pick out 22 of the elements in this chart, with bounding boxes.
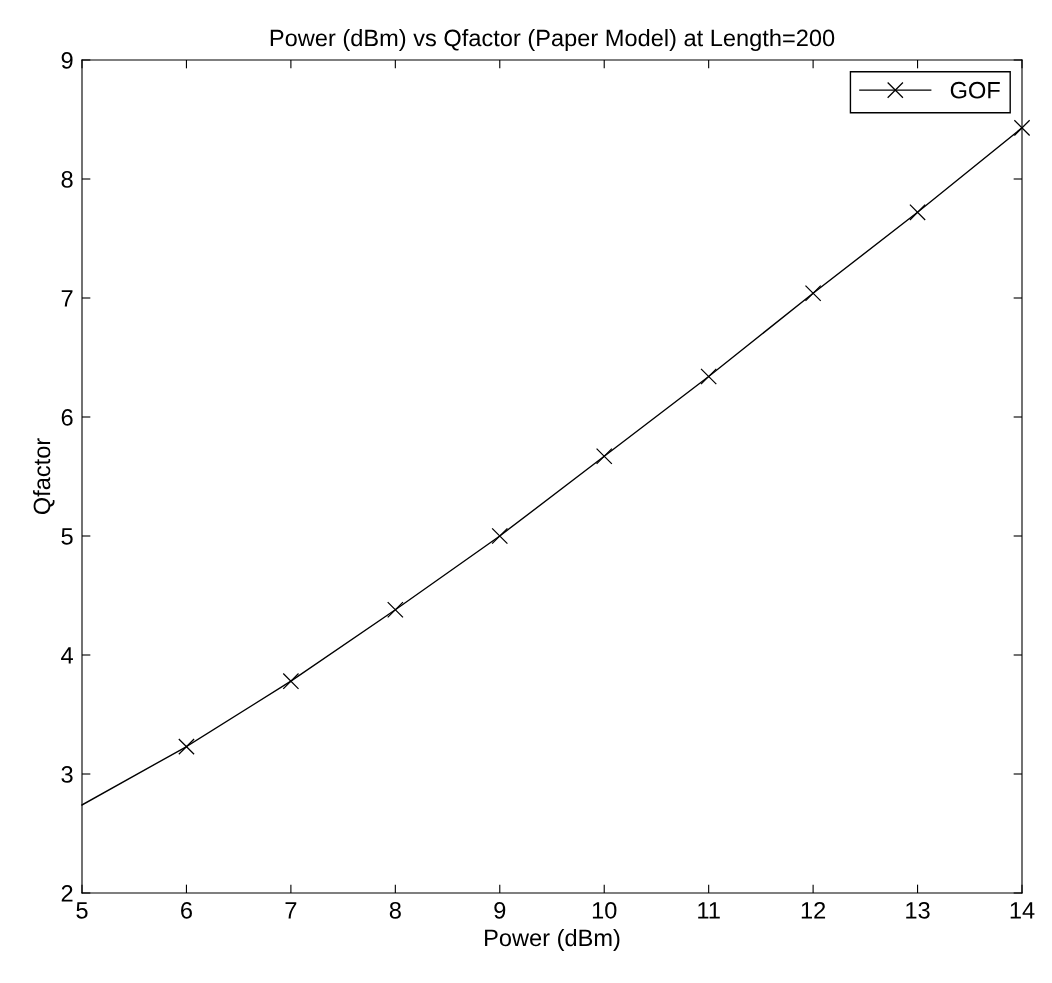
x-axis-title: Power (dBm) [485, 928, 620, 951]
y-tick-label: 9 [61, 52, 73, 69]
x-tick-label: 10 [592, 901, 617, 919]
y-tick-label: 2 [61, 885, 73, 902]
x-tick-label: 8 [389, 901, 401, 919]
y-tick-label: 4 [61, 647, 73, 664]
x-tick-label: 14 [1010, 902, 1035, 919]
legend-label: GOF [950, 81, 1000, 99]
y-tick-label: 3 [61, 766, 73, 783]
y-tick-label: 5 [61, 528, 73, 545]
y-axis-title: Qfactor [33, 438, 55, 515]
y-tick-label: 7 [61, 290, 73, 307]
x-tick-label: 9 [494, 901, 506, 919]
chart-title: Power (dBm) vs Qfactor (Paper Model) at Length=200 [270, 29, 835, 52]
x-tick-label: 7 [285, 902, 297, 919]
y-tick-label: 6 [61, 409, 73, 426]
x-tick-label: 5 [76, 902, 88, 919]
x-tick-label: 12 [801, 901, 826, 919]
y-tick-label: 8 [61, 171, 73, 188]
x-tick-label: 13 [906, 901, 930, 919]
x-tick-label: 11 [698, 902, 720, 919]
x-tick-label: 6 [181, 901, 192, 919]
